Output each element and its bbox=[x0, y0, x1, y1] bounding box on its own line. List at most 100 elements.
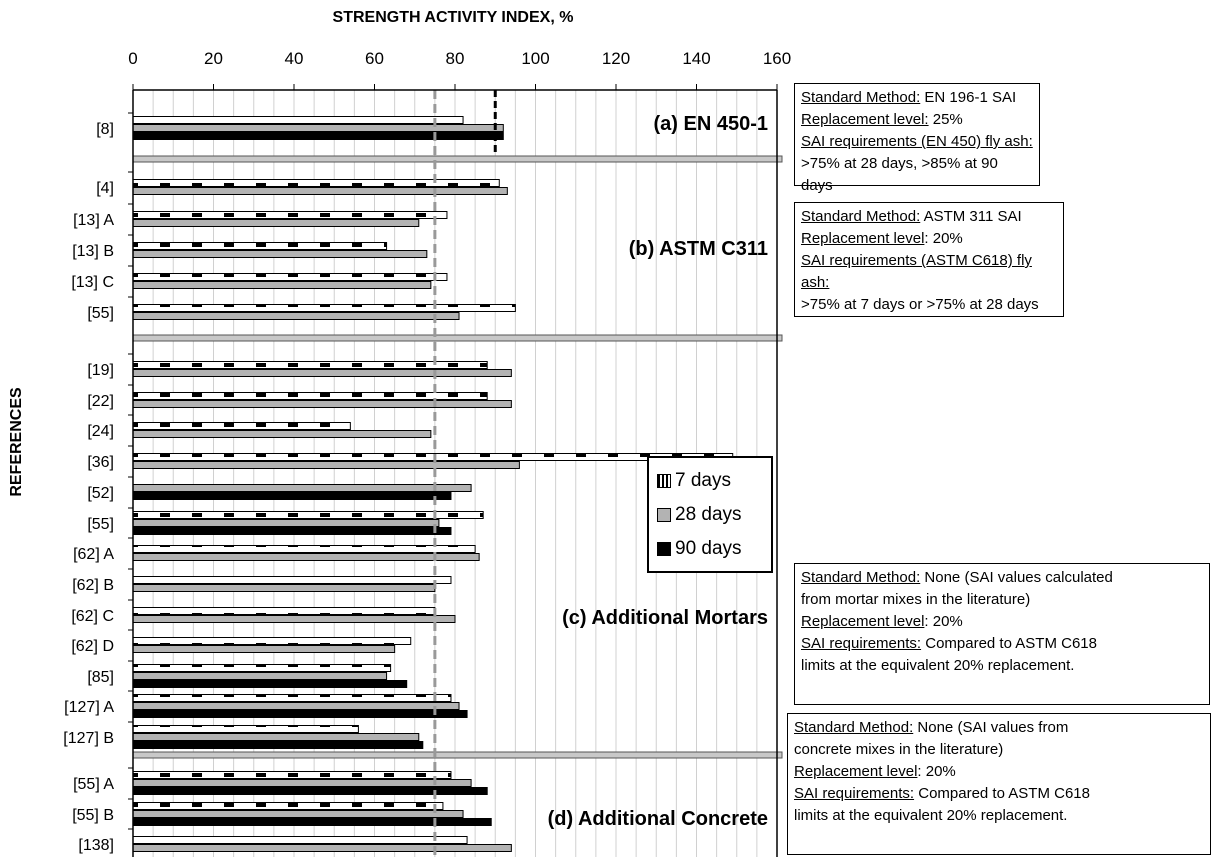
bar-28-days bbox=[132, 281, 432, 289]
bar-7-days bbox=[132, 304, 516, 312]
reference-label: [62] D bbox=[71, 638, 114, 655]
note-box-astm-c311: Standard Method: ASTM 311 SAI Replacemen… bbox=[794, 202, 1064, 317]
reference-label: [55] bbox=[87, 305, 114, 322]
bar-28-days bbox=[132, 584, 436, 592]
reference-label: [8] bbox=[96, 121, 114, 138]
bar-90-days bbox=[132, 741, 424, 749]
bar-28-days bbox=[132, 645, 396, 653]
reference-label: [62] A bbox=[73, 546, 114, 563]
reference-label: [55] B bbox=[72, 807, 114, 824]
note-line: Replacement level: 25% bbox=[801, 111, 963, 128]
bar-28-days bbox=[132, 702, 460, 710]
x-tick-label: 0 bbox=[128, 49, 137, 68]
note-line: Replacement level: 20% bbox=[801, 613, 963, 630]
bar-7-days bbox=[132, 802, 444, 810]
group-separator bbox=[132, 751, 783, 759]
note-line: Standard Method: None (SAI values from bbox=[794, 719, 1069, 736]
reference-label: [85] bbox=[87, 669, 114, 686]
bar-28-days bbox=[132, 519, 440, 527]
bar-7-days bbox=[132, 607, 436, 615]
bar-7-days bbox=[132, 725, 359, 733]
bar-28-days bbox=[132, 187, 508, 195]
reference-label: [55] bbox=[87, 516, 114, 533]
reference-label: [13] C bbox=[71, 274, 114, 291]
reference-label: [138] bbox=[78, 837, 114, 854]
reference-label: [13] B bbox=[72, 243, 114, 260]
bar-7-days bbox=[132, 664, 392, 672]
note-line: SAI requirements: Compared to ASTM C618 bbox=[801, 635, 1097, 652]
group-separator bbox=[132, 334, 783, 342]
group-label: (b) ASTM C311 bbox=[629, 238, 768, 260]
group-label: (d) Additional Concrete bbox=[548, 808, 768, 830]
note-line: concrete mixes in the literature) bbox=[794, 741, 1004, 758]
x-tick-label: 80 bbox=[446, 49, 465, 68]
group-separator bbox=[132, 155, 783, 163]
note-line: >75% at 28 days, >85% at 90 days bbox=[801, 155, 998, 194]
reference-label: [62] B bbox=[72, 577, 114, 594]
bar-28-days bbox=[132, 484, 472, 492]
bar-7-days bbox=[132, 179, 500, 187]
note-line: limits at the equivalent 20% replacement… bbox=[801, 657, 1075, 674]
bar-90-days bbox=[132, 710, 468, 718]
reference-label: [127] A bbox=[64, 699, 114, 716]
note-line: SAI requirements: Compared to ASTM C618 bbox=[794, 785, 1090, 802]
bar-28-days bbox=[132, 312, 460, 320]
x-tick-label: 20 bbox=[204, 49, 223, 68]
note-line: Standard Method: EN 196-1 SAI bbox=[801, 89, 1017, 106]
note-line: Standard Method: ASTM 311 SAI bbox=[801, 208, 1022, 225]
reference-label: [55] A bbox=[73, 776, 114, 793]
bar-7-days bbox=[132, 511, 484, 519]
x-tick-label: 40 bbox=[285, 49, 304, 68]
bar-90-days bbox=[132, 818, 492, 826]
bar-28-days bbox=[132, 733, 420, 741]
bar-28-days bbox=[132, 369, 512, 377]
bar-28-days bbox=[132, 672, 388, 680]
bar-28-days bbox=[132, 400, 512, 408]
legend-item-7-days: 7 days bbox=[657, 464, 771, 498]
note-box-mortars: Standard Method: None (SAI values calcul… bbox=[794, 563, 1210, 705]
reference-label: [36] bbox=[87, 454, 114, 471]
bar-7-days bbox=[132, 453, 734, 461]
note-line: Replacement level: 20% bbox=[801, 230, 963, 247]
legend-swatch-90-days bbox=[657, 542, 671, 556]
bar-7-days bbox=[132, 771, 452, 779]
bar-28-days bbox=[132, 553, 480, 561]
bar-7-days bbox=[132, 694, 452, 702]
x-tick-label: 120 bbox=[602, 49, 630, 68]
bar-7-days bbox=[132, 211, 448, 219]
reference-label: [19] bbox=[87, 362, 114, 379]
bar-90-days bbox=[132, 680, 408, 688]
note-line: from mortar mixes in the literature) bbox=[801, 591, 1031, 608]
bar-28-days bbox=[132, 844, 512, 852]
reference-label: [52] bbox=[87, 485, 114, 502]
bar-7-days bbox=[132, 422, 351, 430]
note-line: Standard Method: None (SAI values calcul… bbox=[801, 569, 1113, 586]
bar-28-days bbox=[132, 250, 428, 258]
bar-90-days bbox=[132, 132, 504, 140]
bar-28-days bbox=[132, 124, 504, 132]
note-line: limits at the equivalent 20% replacement… bbox=[794, 807, 1068, 824]
note-line: >75% at 7 days or >75% at 28 days bbox=[801, 296, 1039, 313]
x-tick-label: 100 bbox=[521, 49, 549, 68]
note-line: Replacement level: 20% bbox=[794, 763, 956, 780]
legend-label-90-days: 90 days bbox=[675, 538, 742, 559]
bar-28-days bbox=[132, 430, 432, 438]
bar-7-days bbox=[132, 637, 412, 645]
note-box-en450: Standard Method: EN 196-1 SAI Replacemen… bbox=[794, 83, 1040, 194]
x-tick-label: 60 bbox=[365, 49, 384, 68]
reference-label: [24] bbox=[87, 423, 114, 440]
reference-label: [4] bbox=[96, 180, 114, 197]
note-line: SAI requirements (EN 450) fly ash: bbox=[801, 133, 1033, 150]
bar-7-days bbox=[132, 545, 476, 553]
bar-28-days bbox=[132, 219, 420, 227]
bar-7-days bbox=[132, 836, 468, 844]
note-box-concrete: Standard Method: None (SAI values from c… bbox=[787, 713, 1211, 855]
bar-28-days bbox=[132, 615, 456, 623]
legend-label-28-days: 28 days bbox=[675, 504, 742, 525]
legend-item-90-days: 90 days bbox=[657, 532, 771, 566]
bar-90-days bbox=[132, 492, 452, 500]
legend-label-7-days: 7 days bbox=[675, 470, 731, 491]
bar-7-days bbox=[132, 116, 464, 124]
bar-28-days bbox=[132, 461, 520, 469]
bar-7-days bbox=[132, 273, 448, 281]
